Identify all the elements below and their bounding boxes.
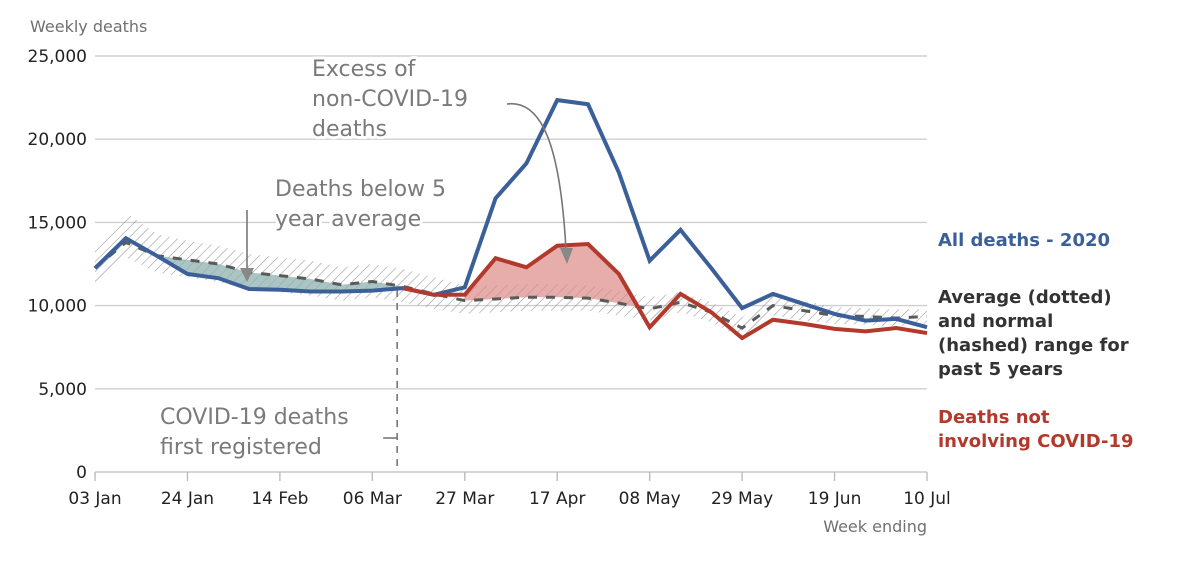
- annotation-deaths-below-average: Deaths below 5: [275, 177, 446, 202]
- x-tick-label: 27 Mar: [435, 489, 494, 509]
- shaded-regions: [156, 244, 638, 307]
- legend-item-halo: (hashed) range for: [938, 335, 1129, 356]
- annotation-excess-deaths: deaths: [312, 117, 387, 142]
- y-tick-label: 20,000: [28, 130, 87, 150]
- annotation-deaths-below-average-halo: year average: [275, 207, 421, 232]
- annotation-covid-first-registered: first registered: [160, 435, 322, 460]
- arrow-head-icon: [560, 248, 573, 264]
- annotation-excess-deaths: Excess of: [312, 57, 417, 82]
- arrow-head-icon: [240, 268, 254, 282]
- annotation-covid-first-registered-halo: COVID-19 deaths: [160, 405, 349, 430]
- legend-item-halo: All deaths - 2020: [938, 230, 1110, 251]
- x-axis-label: Week ending: [823, 517, 927, 536]
- y-tick-label: 5,000: [38, 380, 87, 400]
- y-tick-labels: 0 5,000 10,000 15,000 20,000 25,000: [28, 47, 87, 483]
- x-axis: 03 Jan 24 Jan 14 Feb 06 Mar 27 Mar 17 Apr 08 M…: [68, 472, 951, 509]
- y-tick-label: 0: [76, 463, 87, 483]
- all-deaths-line: [93, 97, 928, 330]
- x-tick-label: 29 May: [711, 489, 773, 509]
- legend-item: past 5 years: [938, 359, 1063, 380]
- legend-item-halo: and normal: [938, 311, 1053, 332]
- annotation-covid-first-registered-halo: first registered: [160, 435, 322, 460]
- normal-range-band: [95, 212, 927, 339]
- y-tick-label: 10,000: [28, 297, 87, 317]
- average-dashed-line: [94, 240, 928, 330]
- legend-item: All deaths - 2020: [938, 230, 1110, 251]
- y-tick-label: 15,000: [28, 213, 87, 233]
- x-tick-label: 08 May: [619, 489, 681, 509]
- legend-item: and normal: [938, 311, 1053, 332]
- x-tick-label: 19 Jun: [808, 489, 862, 509]
- x-tick-label: 14 Feb: [251, 489, 308, 509]
- annotation-excess-deaths: non-COVID-19: [312, 87, 468, 112]
- arrow-curve: [506, 103, 567, 251]
- legend-item: Average (dotted): [938, 287, 1112, 308]
- annotation-excess-deaths-halo: deaths: [312, 117, 387, 142]
- legend-item-halo: involving COVID-19: [938, 431, 1134, 452]
- annotation-covid-first-registered: COVID-19 deaths: [160, 405, 349, 430]
- y-tick-label: 25,000: [28, 47, 87, 67]
- annotation-excess-deaths-halo: non-COVID-19: [312, 87, 468, 112]
- x-tick-label: 03 Jan: [68, 489, 121, 509]
- annotation-deaths-below-average: year average: [275, 207, 421, 232]
- series-lines: [93, 97, 928, 341]
- x-tick-label: 24 Jan: [161, 489, 214, 509]
- x-tick-label: 06 Mar: [343, 489, 402, 509]
- legend-item: (hashed) range for: [938, 335, 1129, 356]
- legend-item: Deaths not: [938, 407, 1050, 428]
- below-average-shade: [156, 255, 404, 292]
- non-covid-deaths-line: [402, 241, 928, 341]
- annotation-deaths-below-average-halo: Deaths below 5: [275, 177, 446, 202]
- legend-item-halo: Deaths not: [938, 407, 1050, 428]
- legend-item: involving COVID-19: [938, 431, 1134, 452]
- x-tick-label: 10 Jul: [903, 489, 951, 509]
- legend-item-halo: Average (dotted): [938, 287, 1112, 308]
- excess-shade: [464, 244, 638, 307]
- hashed-normal-range: [95, 212, 927, 339]
- annotation-excess-deaths-halo: Excess of: [312, 57, 417, 82]
- y-axis-label: Weekly deaths: [30, 17, 147, 36]
- x-tick-label: 17 Apr: [529, 489, 585, 509]
- legend-item-halo: past 5 years: [938, 359, 1063, 380]
